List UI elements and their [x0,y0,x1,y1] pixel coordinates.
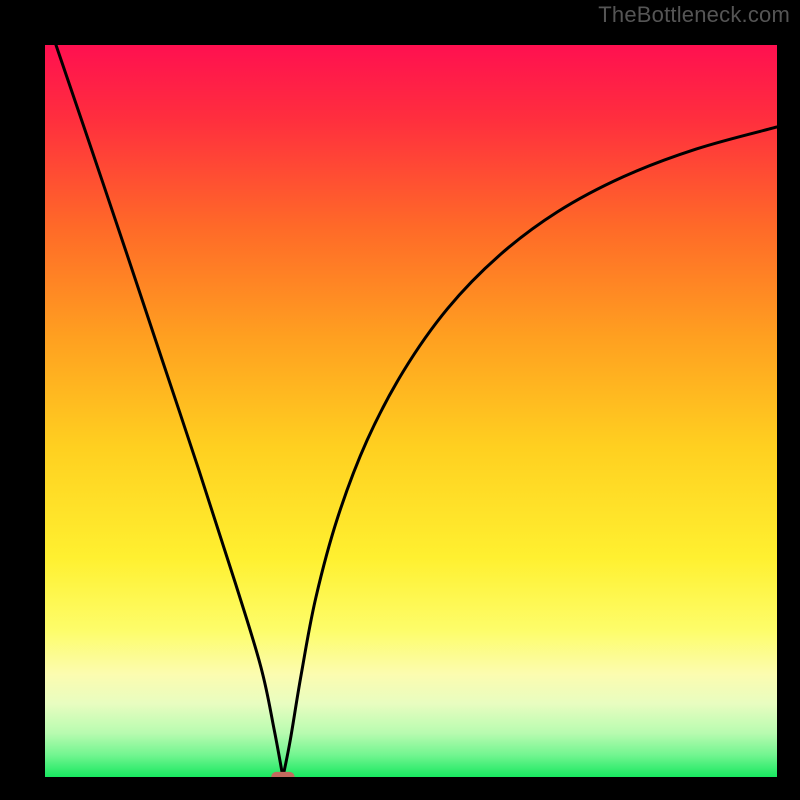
chart-root: TheBottleneck.com [0,0,800,800]
bottleneck-chart [0,0,800,800]
chart-plot-area [45,45,777,777]
watermark-text: TheBottleneck.com [598,2,790,28]
